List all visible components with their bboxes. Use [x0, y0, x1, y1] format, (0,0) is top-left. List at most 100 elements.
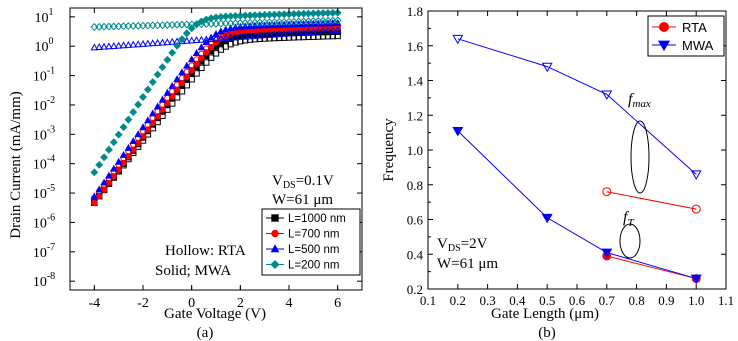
panel-a-point: [192, 36, 201, 44]
panel-b-xtick-label: 0.4: [509, 293, 526, 308]
panel-b-legend: RTA MWA: [647, 15, 725, 57]
panel-a-ytick-label: 100: [35, 36, 54, 55]
panel-b-xtick-label: 0.9: [658, 293, 674, 308]
panel-a-chart: -4 -2 0 2 4 6 101 100 10-1 10-2 10-3 10-4 10-5 10-6 10…: [8, 7, 363, 341]
panel-b-series-rta-fmax: [602, 187, 701, 214]
panel-a-point: [275, 30, 284, 38]
panel-a-legend-marker: [270, 259, 280, 270]
panel-a-point: [119, 41, 128, 49]
panel-b-ytick-label: 0.2: [407, 282, 423, 297]
panel-a-point: [207, 33, 215, 41]
panel-a-point: [139, 39, 147, 47]
panel-b-width-annotation: W=61 μm: [437, 256, 498, 272]
panel-a-point: [182, 29, 191, 38]
panel-b-point: [691, 204, 701, 214]
panel-a-point: [105, 171, 113, 179]
panel-b-fmax-ellipse: [630, 120, 650, 194]
panel-a-point: [153, 38, 162, 46]
panel-a-point: [95, 185, 104, 193]
panel-a-point: [285, 29, 293, 37]
panel-b-xlabel: Gate Length (μm): [491, 306, 599, 322]
panel-a-point: [202, 38, 211, 45]
panel-b-label: (b): [538, 325, 556, 341]
panel-b-ytick-label: 1.4: [407, 74, 424, 89]
panel-a-point: [124, 115, 133, 124]
panel-b-xtick-label: 0.8: [628, 293, 644, 308]
panel-a-point: [231, 33, 240, 41]
panel-a-point: [309, 27, 318, 35]
panel-b-point: [601, 90, 613, 101]
panel-a-point: [134, 100, 143, 109]
panel-a-plot-frame: [69, 7, 363, 291]
panel-a-point: [333, 16, 342, 25]
panel-b-ytick-label: 0.6: [407, 213, 424, 228]
panel-a-legend-marker: [271, 229, 279, 238]
panel-b-legend-marker: [657, 40, 671, 52]
panel-b-point: [452, 126, 464, 137]
panel-b-ytick-label: 1.0: [407, 143, 423, 158]
panel-b-point: [690, 274, 702, 285]
panel-a-point: [168, 48, 177, 57]
panel-a-point: [144, 116, 152, 124]
panel-a-legend: L=1000 nm L=700 nm L=500 nm L=200 nm: [261, 208, 361, 276]
panel-b-ytick-label: 1.6: [407, 39, 424, 54]
panel-b-point: [452, 34, 464, 45]
panel-a-ytick-label: 10-1: [33, 66, 55, 85]
panel-a-point: [90, 168, 99, 177]
panel-a-ytick-label: 10-2: [33, 95, 55, 114]
panel-a-point: [134, 130, 142, 138]
panel-a-point: [114, 41, 123, 49]
panel-a-point: [91, 199, 98, 207]
panel-b-legend-marker: [659, 22, 669, 32]
panel-a-point: [275, 20, 284, 28]
panel-b-ytick-label: 0.4: [407, 247, 424, 262]
panel-a-point: [90, 192, 99, 200]
panel-a-point: [246, 32, 254, 40]
panel-a-point: [270, 20, 279, 28]
panel-b-xtick-label: 0.1: [420, 293, 436, 308]
panel-a-point: [153, 70, 162, 79]
panel-a-point: [163, 55, 172, 64]
panel-a-point: [188, 66, 195, 74]
panel-a-point: [217, 34, 225, 42]
panel-a-legend-label: L=200 nm: [288, 260, 339, 272]
panel-a-label: (a): [197, 325, 214, 341]
panel-b-xtick-label: 0.6: [569, 293, 586, 308]
panel-b-point: [602, 187, 612, 197]
panel-a-point: [192, 20, 201, 29]
panel-b-series: [452, 34, 702, 285]
panel-a-point: [90, 43, 99, 51]
panel-a-xtick-label: -2: [137, 296, 149, 311]
panel-a-point: [328, 26, 337, 34]
panel-a-point: [114, 157, 123, 165]
panel-a-point: [197, 43, 206, 51]
panel-a-series-l-200-nm-rta: [90, 16, 342, 31]
panel-a-xtick-label: 0: [188, 296, 195, 311]
panel-a-point: [314, 27, 323, 35]
panel-a-point: [148, 78, 157, 86]
panel-a-point: [109, 138, 118, 147]
panel-a-point: [143, 85, 152, 94]
panel-b-fmax-annotation: fmax: [628, 91, 651, 110]
panel-a-point: [134, 40, 142, 48]
panel-b-series-line: [606, 191, 697, 210]
panel-a-series-l-200-nm-mwa: [90, 8, 342, 177]
panel-a-point: [260, 31, 269, 39]
panel-b-legend-label: MWA: [682, 38, 714, 53]
panel-b-series-rta-ft: [602, 251, 701, 284]
panel-b-point: [601, 248, 613, 259]
panel-b-series-line: [457, 130, 697, 280]
panel-a-point: [104, 145, 113, 154]
panel-a-point: [324, 26, 332, 34]
panel-a-point: [319, 27, 327, 35]
panel-a-point: [168, 81, 177, 89]
panel-b-point: [541, 213, 553, 224]
panel-a-point: [100, 42, 108, 50]
panel-a-ytick-label: 10-7: [33, 242, 55, 261]
panel-a-point: [187, 55, 196, 63]
panel-a-legend-label: L=1000 nm: [288, 213, 346, 225]
panel-a-point: [95, 160, 104, 169]
panel-a-ylabel: Drain Current (mA/mm): [8, 91, 24, 238]
panel-a-point: [124, 143, 133, 151]
panel-a-point: [178, 68, 186, 76]
